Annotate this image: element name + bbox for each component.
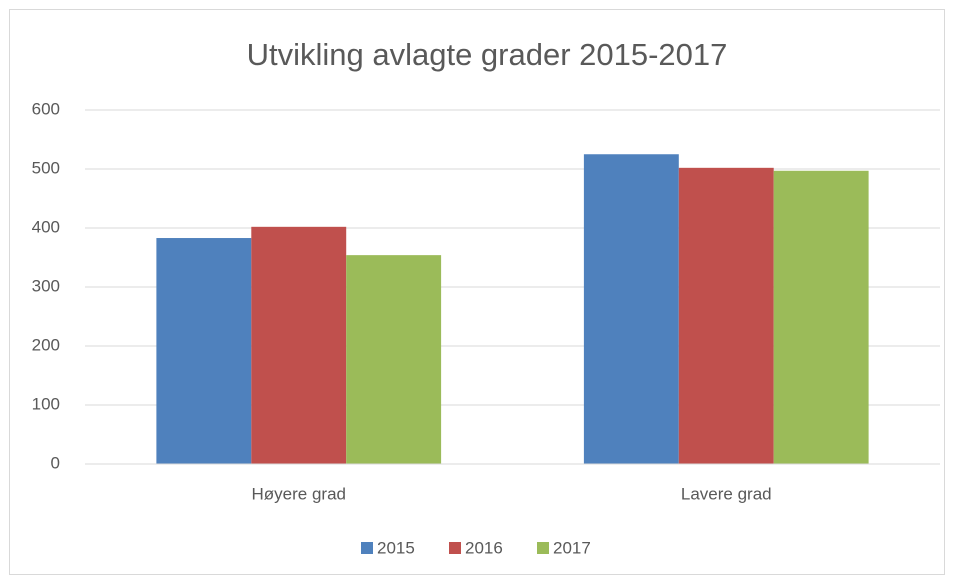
legend-label: 2017 xyxy=(553,538,591,557)
bar xyxy=(251,226,347,464)
bar xyxy=(156,238,252,464)
y-tick-label: 100 xyxy=(32,394,60,413)
legend-label: 2016 xyxy=(465,538,503,557)
y-tick-label: 600 xyxy=(32,99,60,118)
y-tick-label: 0 xyxy=(51,453,60,472)
legend-swatch xyxy=(537,542,549,554)
y-tick-label: 300 xyxy=(32,276,60,295)
y-tick-label: 400 xyxy=(32,217,60,236)
bar xyxy=(678,167,774,464)
y-tick-label: 200 xyxy=(32,335,60,354)
x-tick-label: Høyere grad xyxy=(252,484,346,503)
legend-swatch xyxy=(361,542,373,554)
legend-label: 2015 xyxy=(377,538,415,557)
x-tick-label: Lavere grad xyxy=(681,484,772,503)
y-tick-label: 500 xyxy=(32,158,60,177)
bar xyxy=(583,154,679,464)
legend-swatch xyxy=(449,542,461,554)
bar xyxy=(773,170,869,464)
chart-title: Utvikling avlagte grader 2015-2017 xyxy=(247,37,728,72)
bar xyxy=(346,255,442,464)
